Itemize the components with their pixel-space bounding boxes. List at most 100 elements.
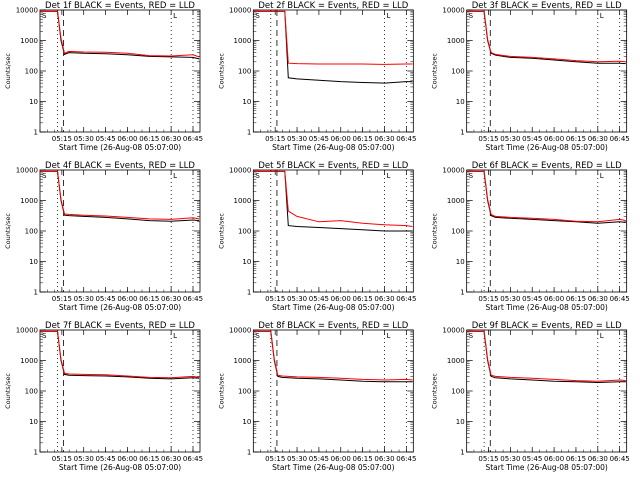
x-tick-label: 06:45	[610, 455, 630, 463]
x-axis-label: Start Time (26-Aug-08 05:07:00)	[272, 463, 394, 472]
y-tick-label: 10	[456, 258, 465, 266]
end-marker-label: L	[600, 332, 604, 340]
end-marker-label: L	[600, 172, 604, 180]
series-lld-line	[466, 170, 626, 223]
data-lines	[466, 170, 626, 224]
series-lld-line	[40, 330, 200, 379]
data-lines	[40, 10, 200, 60]
x-tick-label: 06:00	[117, 455, 137, 463]
y-tick-label: 1	[460, 449, 464, 457]
x-tick-label: 05:45	[522, 455, 542, 463]
y-tick-label: 1	[247, 129, 251, 137]
y-tick-label: 10	[242, 418, 251, 426]
panel-det-1: Det 1f BLACK = Events, RED = LLD 1 10 100 10…	[4, 1, 203, 152]
y-tick-label: 100	[238, 68, 251, 76]
y-tick-label: 10000	[16, 167, 38, 175]
x-axis-label: Start Time (26-Aug-08 05:07:00)	[59, 303, 181, 312]
series-lld-line	[253, 10, 413, 65]
x-tick-label: 05:45	[309, 135, 329, 143]
x-tick-label: 06:45	[183, 295, 203, 303]
series-lld-line	[253, 330, 413, 381]
x-tick-label: 05:45	[522, 135, 542, 143]
x-axis-label: Start Time (26-Aug-08 05:07:00)	[485, 303, 607, 312]
y-tick-label: 1	[247, 289, 251, 297]
data-lines	[466, 10, 626, 65]
chart-title: Det 1f BLACK = Events, RED = LLD	[45, 1, 195, 11]
y-tick-label: 1000	[234, 37, 252, 45]
x-tick-label: 06:00	[544, 295, 564, 303]
y-axis-label: Counts/sec	[4, 53, 12, 89]
data-lines	[40, 330, 200, 380]
chart-title: Det 5f BLACK = Events, RED = LLD	[258, 161, 408, 171]
y-tick-label: 1000	[447, 37, 465, 45]
x-axis-label: Start Time (26-Aug-08 05:07:00)	[59, 463, 181, 472]
x-tick-label: 06:30	[161, 295, 181, 303]
x-tick-label: 05:15	[265, 455, 285, 463]
x-tick-label: 06:00	[331, 135, 351, 143]
y-axis-label: Counts/sec	[217, 213, 225, 249]
series-lld-line	[40, 170, 200, 220]
y-tick-label: 100	[238, 228, 251, 236]
end-marker-label: L	[386, 12, 390, 20]
panel-det-3: Det 3f BLACK = Events, RED = LLD 1 10 100 10…	[431, 1, 630, 152]
data-lines	[253, 10, 413, 84]
x-tick-label: 06:15	[139, 455, 159, 463]
x-tick-label: 06:30	[588, 295, 608, 303]
end-marker-label: L	[173, 332, 177, 340]
x-tick-label: 06:15	[139, 135, 159, 143]
x-tick-label: 06:45	[396, 135, 416, 143]
y-tick-label: 10	[456, 98, 465, 106]
y-tick-label: 100	[451, 388, 464, 396]
y-tick-label: 10000	[442, 327, 464, 335]
x-tick-label: 05:45	[309, 455, 329, 463]
y-axis-label: Counts/sec	[431, 373, 439, 409]
x-tick-label: 06:00	[117, 135, 137, 143]
x-tick-label: 05:15	[265, 135, 285, 143]
x-tick-label: 05:15	[52, 135, 72, 143]
data-lines	[466, 330, 626, 384]
x-tick-label: 06:15	[353, 135, 373, 143]
x-tick-label: 06:30	[374, 135, 394, 143]
x-tick-label: 06:30	[161, 455, 181, 463]
y-axis-label: Counts/sec	[431, 53, 439, 89]
x-tick-label: 06:45	[183, 135, 203, 143]
end-marker-label: L	[386, 172, 390, 180]
y-tick-label: 100	[451, 68, 464, 76]
y-tick-label: 10	[242, 98, 251, 106]
x-tick-label: 05:30	[74, 295, 94, 303]
start-marker-label: S	[469, 332, 474, 340]
y-tick-label: 100	[25, 388, 38, 396]
y-tick-label: 10	[29, 418, 38, 426]
y-tick-label: 1	[34, 129, 38, 137]
x-tick-label: 05:30	[500, 295, 520, 303]
x-tick-label: 06:00	[544, 455, 564, 463]
y-tick-label: 100	[25, 228, 38, 236]
x-tick-label: 06:00	[331, 295, 351, 303]
x-tick-label: 06:15	[139, 295, 159, 303]
y-tick-label: 1	[34, 449, 38, 457]
y-tick-label: 1000	[234, 197, 252, 205]
y-tick-label: 10000	[229, 327, 251, 335]
panel-det-9: Det 9f BLACK = Events, RED = LLD 1 10 100 10…	[431, 321, 630, 472]
x-tick-label: 06:45	[396, 455, 416, 463]
x-tick-label: 05:45	[95, 455, 115, 463]
y-tick-label: 1000	[447, 357, 465, 365]
y-tick-label: 10	[242, 258, 251, 266]
x-axis-label: Start Time (26-Aug-08 05:07:00)	[272, 143, 394, 152]
end-marker-label: L	[600, 12, 604, 20]
x-tick-label: 06:30	[161, 135, 181, 143]
x-tick-label: 05:30	[287, 295, 307, 303]
y-tick-label: 100	[25, 68, 38, 76]
start-marker-label: S	[42, 12, 47, 20]
x-tick-label: 06:00	[331, 455, 351, 463]
y-tick-label: 1	[247, 449, 251, 457]
x-tick-label: 05:15	[52, 295, 72, 303]
data-lines	[40, 170, 200, 222]
x-tick-label: 06:00	[544, 135, 564, 143]
chart-title: Det 2f BLACK = Events, RED = LLD	[258, 1, 408, 11]
y-tick-label: 10000	[229, 167, 251, 175]
end-marker-label: L	[386, 332, 390, 340]
panel-det-8: Det 8f BLACK = Events, RED = LLD 1 10 100 10…	[217, 321, 416, 472]
y-tick-label: 1000	[20, 37, 38, 45]
x-axis-label: Start Time (26-Aug-08 05:07:00)	[485, 463, 607, 472]
